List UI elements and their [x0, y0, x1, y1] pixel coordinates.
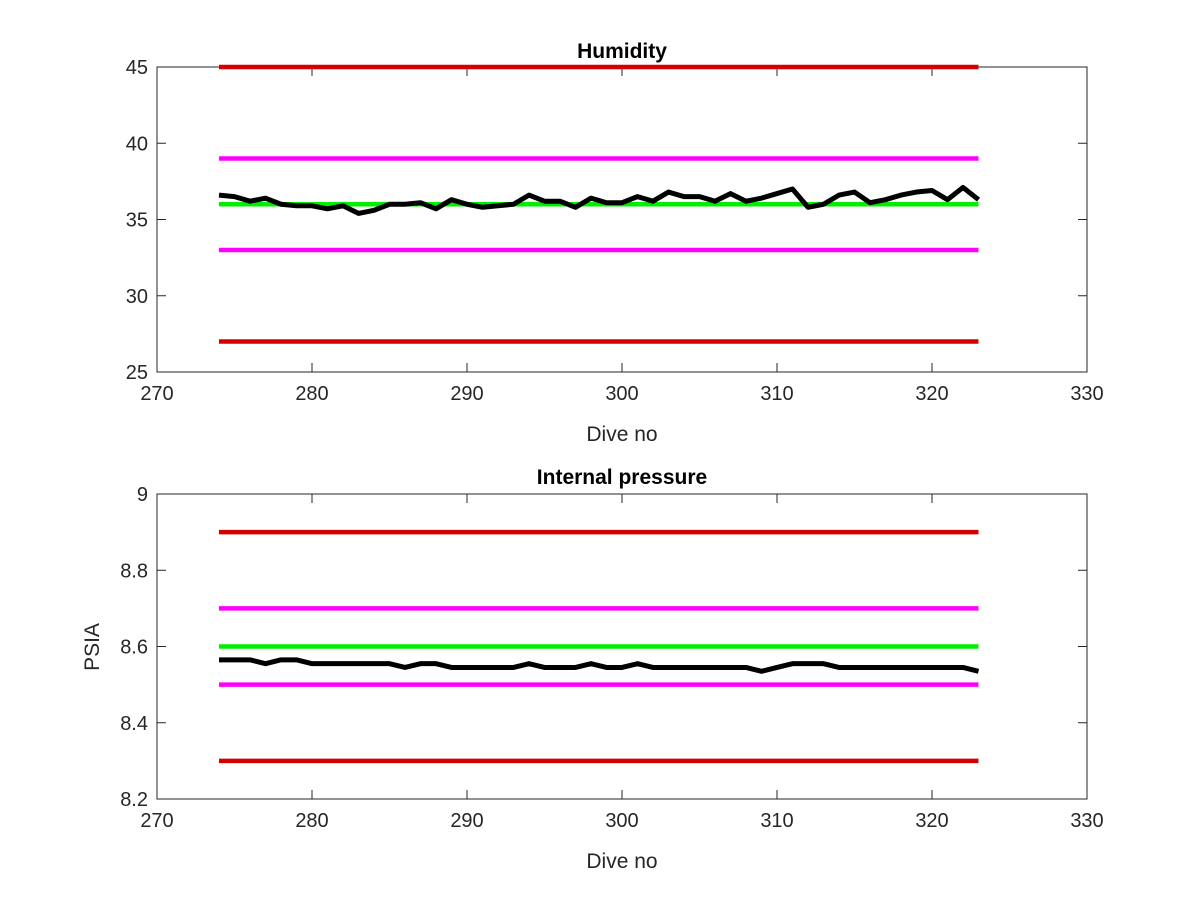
pressure-x-tick-label: 330 [1070, 810, 1103, 832]
pressure-x-tick-label: 300 [605, 810, 638, 832]
humidity-y-tick-label: 40 [126, 133, 148, 155]
humidity-ticks: 270 280 290 300 310 320 330 25 30 35 40 45 [126, 57, 1104, 405]
humidity-x-tick-label: 330 [1070, 383, 1103, 405]
humidity-title: Humidity [577, 40, 667, 63]
pressure-series [219, 529, 980, 764]
humidity-series [218, 64, 981, 344]
pressure-x-tick-label: 310 [760, 810, 793, 832]
pressure-title: Internal pressure [537, 466, 707, 489]
pressure-y-tick-label: 9 [137, 484, 148, 506]
pressure-x-axis-label: Dive no [586, 850, 657, 873]
pressure-y-tick-label: 8.4 [120, 713, 148, 735]
humidity-x-tick-label: 310 [760, 383, 793, 405]
pressure-y-tick-label: 8.2 [120, 789, 148, 811]
pressure-x-tick-label: 290 [450, 810, 483, 832]
humidity-x-tick-label: 300 [605, 383, 638, 405]
pressure-x-tick-label: 320 [915, 810, 948, 832]
pressure-y-tick-label: 8.8 [120, 560, 148, 582]
pressure-y-axis-label: PSIA [81, 623, 104, 671]
humidity-plot-area [156, 66, 1088, 373]
humidity-data-line [218, 184, 981, 216]
humidity-subplot: 270 280 290 300 310 320 330 25 30 35 40 45 Humidity… [126, 40, 1104, 446]
humidity-y-tick-label: 35 [126, 210, 148, 232]
humidity-y-tick-label: 30 [126, 286, 148, 308]
pressure-x-tick-label: 270 [140, 810, 173, 832]
humidity-x-tick-label: 290 [450, 383, 483, 405]
humidity-x-tick-label: 320 [915, 383, 948, 405]
humidity-y-tick-label: 25 [126, 362, 148, 384]
pressure-x-tick-label: 280 [295, 810, 328, 832]
pressure-ticks: 270 280 290 300 310 320 330 8.2 8.4 8.6 8.8 9 [120, 484, 1104, 832]
humidity-x-axis-label: Dive no [586, 423, 657, 446]
humidity-x-tick-label: 270 [140, 383, 173, 405]
pressure-subplot: 270 280 290 300 310 320 330 8.2 8.4 8.6 8.8 9 Inter… [81, 466, 1104, 873]
pressure-data-line [219, 657, 980, 674]
humidity-x-tick-label: 280 [295, 383, 328, 405]
humidity-y-tick-label: 45 [126, 57, 148, 79]
pressure-y-tick-label: 8.6 [120, 637, 148, 659]
